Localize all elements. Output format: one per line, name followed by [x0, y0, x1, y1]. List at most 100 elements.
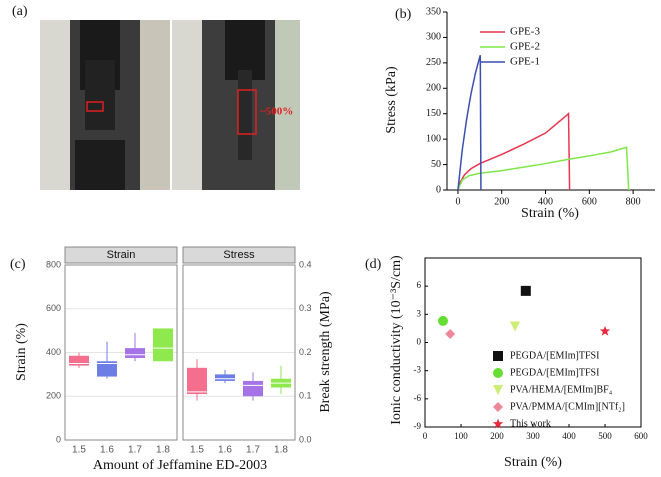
- photo-right-bg: [172, 20, 202, 190]
- legend-label: PEGDA/[EMIm]TFSI: [510, 350, 599, 361]
- line: [457, 55, 482, 191]
- y-tick-label: 3: [417, 308, 422, 318]
- y2-tick-label: 0.2: [299, 347, 312, 357]
- y-tick-label: 0: [56, 434, 61, 444]
- y-axis-title: Stress (kPa): [384, 66, 399, 134]
- mark-box: [237, 89, 257, 135]
- legend-label: GPE-1: [510, 56, 540, 68]
- legend-label: PVA/HEMA/[EMIm]BF₄: [510, 384, 613, 395]
- line: [457, 146, 630, 191]
- legend-label: GPE-2: [510, 41, 540, 53]
- y-tick-label: 600: [46, 303, 61, 313]
- legend-label: GPE-3: [510, 26, 540, 38]
- x-tick-label: 600: [582, 196, 597, 207]
- facet-strip: [182, 246, 296, 264]
- y-tick-label: 400: [46, 347, 61, 357]
- marker: [445, 329, 456, 340]
- legend-swatch: [493, 385, 503, 395]
- y-tick-label: 6: [417, 280, 422, 290]
- x-tick-label: 200: [490, 431, 504, 441]
- panel-label: (b): [395, 7, 412, 22]
- y-tick-label: -6: [414, 393, 422, 403]
- x-tick-label: 0: [455, 196, 460, 207]
- y-tick-label: 50: [431, 159, 441, 170]
- facet-frame: [182, 264, 296, 441]
- panel-label: (d): [365, 257, 382, 272]
- photo-left-bg: [40, 20, 70, 190]
- photo-panel: (a) ~500%: [12, 4, 300, 190]
- marker: [599, 325, 611, 336]
- line: [457, 112, 571, 191]
- y-tick-label: 0: [436, 184, 441, 195]
- y-tick-label: 350: [426, 6, 441, 17]
- x-tick-label: 1.5: [72, 445, 86, 456]
- marker: [438, 315, 448, 326]
- x-tick-label: 0: [423, 431, 428, 441]
- marker: [510, 321, 520, 332]
- legend-label: PEGDA/[EMIm]TFSI: [510, 367, 599, 378]
- box: [215, 374, 235, 381]
- y-axis-title: Break strength (MPa): [318, 291, 333, 413]
- y-tick-label: -3: [414, 365, 422, 375]
- box: [153, 328, 173, 362]
- x-tick-label: 600: [634, 431, 648, 441]
- y2-tick-label: 0.3: [299, 303, 312, 313]
- sample: [238, 70, 252, 160]
- legend-swatch: [492, 418, 504, 429]
- y-tick-label: 800: [46, 259, 61, 269]
- panel-label: (c): [10, 257, 26, 272]
- x-tick-label: 1.6: [218, 445, 232, 456]
- y-tick-label: 0: [417, 337, 422, 347]
- x-tick-label: 1.7: [246, 445, 260, 456]
- y-axis-title: Ionic conductivity (10⁻³S/cm): [389, 255, 404, 425]
- panel-label: (a): [12, 4, 28, 19]
- x-axis-title: Amount of Jeffamine ED-2003: [93, 458, 267, 473]
- photo-left-bg: [140, 20, 170, 190]
- x-tick-label: 500: [598, 431, 612, 441]
- x-axis-title: Strain (%): [521, 206, 579, 221]
- facet-label: Stress: [223, 249, 255, 261]
- x-tick-label: 1.8: [274, 445, 288, 456]
- x-tick-label: 1.5: [190, 445, 204, 456]
- x-tick-label: 800: [626, 196, 641, 207]
- sample: [85, 60, 115, 130]
- mark-box: [86, 101, 104, 112]
- legend-swatch: [493, 402, 503, 412]
- clamp: [75, 140, 125, 190]
- y-tick-label: 200: [426, 83, 441, 94]
- y-tick-label: 100: [426, 133, 441, 144]
- y-tick-label: 300: [426, 32, 441, 43]
- x-tick-label: 1.8: [156, 445, 170, 456]
- x-tick-label: 300: [526, 431, 540, 441]
- facet-strip: [64, 246, 178, 264]
- y-tick-label: 250: [426, 57, 441, 68]
- box: [125, 348, 145, 358]
- marker: [520, 285, 531, 296]
- box: [69, 355, 89, 366]
- legend-swatch: [493, 368, 503, 378]
- box: [97, 361, 117, 377]
- legend-label: PVA/PMMA/[CMIm][NTf₂]: [510, 401, 625, 412]
- facet-label: Strain: [107, 249, 136, 261]
- x-tick-label: 400: [538, 196, 553, 207]
- x-tick-label: 400: [562, 431, 576, 441]
- facet-frame: [64, 264, 178, 441]
- photo-right-bg: [275, 20, 300, 190]
- y-tick-label: 150: [426, 108, 441, 119]
- y2-tick-label: 0.4: [299, 259, 312, 269]
- box: [187, 367, 207, 395]
- x-tick-label: 100: [454, 431, 468, 441]
- annotation: ~500%: [260, 106, 293, 118]
- x-tick-label: 1.7: [128, 445, 142, 456]
- y2-tick-label: 0.0: [299, 434, 312, 444]
- x-tick-label: 1.6: [100, 445, 114, 456]
- y-tick-label: 200: [46, 391, 61, 401]
- legend-swatch: [493, 351, 503, 361]
- y2-tick-label: 0.1: [299, 391, 312, 401]
- y-axis-title: Strain (%): [14, 323, 29, 381]
- x-tick-label: 200: [494, 196, 509, 207]
- x-axis-title: Strain (%): [504, 455, 562, 470]
- legend-label: This work: [510, 418, 551, 429]
